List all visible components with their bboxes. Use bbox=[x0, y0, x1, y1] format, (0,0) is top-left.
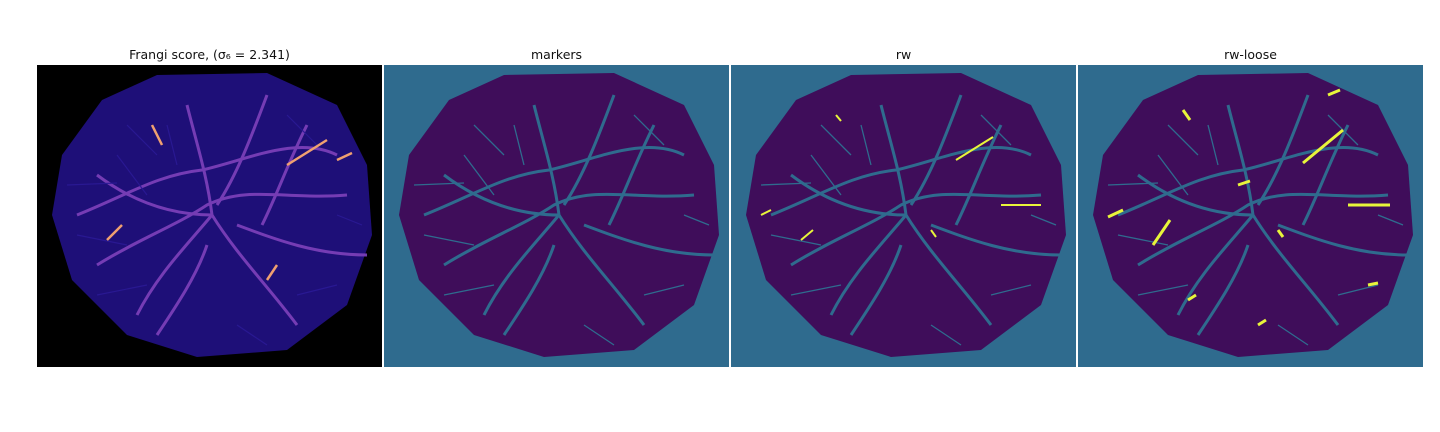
markers-image bbox=[384, 65, 729, 367]
frangi-score-image bbox=[37, 65, 382, 367]
panel-title-markers: markers bbox=[530, 47, 583, 62]
panel-frangi: Frangi score, (σ₆ = 2.341) bbox=[37, 45, 382, 367]
panel-title-rw-loose: rw-loose bbox=[1224, 47, 1277, 62]
rw-image bbox=[731, 65, 1076, 367]
panel-title-rw: rw bbox=[895, 47, 912, 62]
panel-markers: markers bbox=[384, 45, 729, 367]
panel-rw: rw bbox=[731, 45, 1076, 367]
rw-loose-image bbox=[1078, 65, 1423, 367]
panel-title-frangi: Frangi score, (σ₆ = 2.341) bbox=[129, 47, 290, 62]
panel-rw-loose: rw-loose bbox=[1078, 45, 1423, 367]
